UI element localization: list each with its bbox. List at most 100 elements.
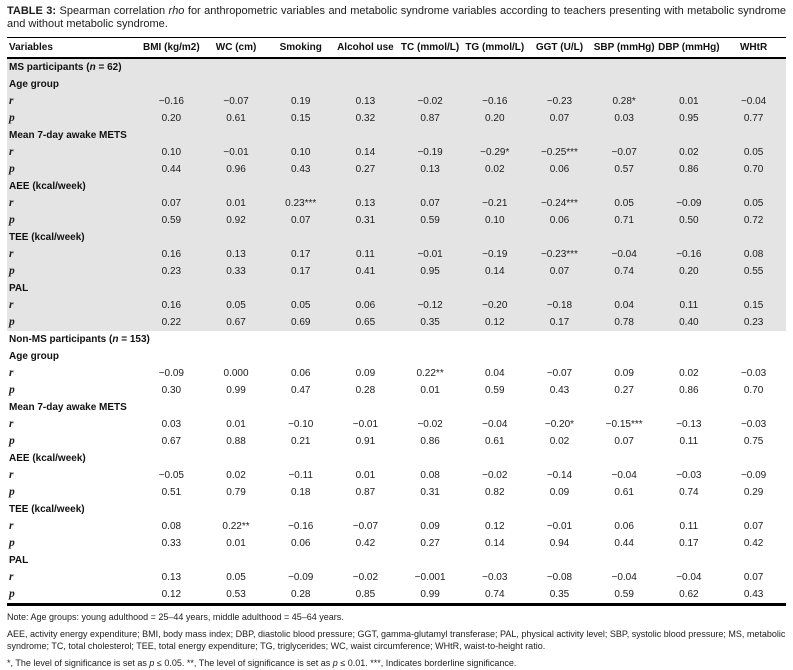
p-value-cell: 0.62 (679, 588, 699, 600)
table-notes: Note: Age groups: young adulthood = 25–4… (7, 612, 786, 670)
p-value-cell: 0.53 (226, 588, 246, 600)
p-row-label: p (7, 313, 139, 331)
p-value-cell: 0.17 (679, 537, 699, 549)
p-value-row: p 0.30 0.99 0.47 0.28 0.01 0.59 0.43 0.27 0.86 0.7… (7, 382, 786, 399)
r-value-cell: 0.02 (226, 469, 246, 481)
r-value-cell: 0.01 (226, 418, 246, 430)
r-value-cell: 0.05 (721, 143, 786, 161)
p-value-cell: 0.82 (485, 486, 505, 498)
p-value-cell: 0.96 (203, 160, 269, 178)
r-value-cell: 0.09 (420, 520, 440, 532)
r-value-cell: 0.16 (139, 245, 204, 263)
p-value-cell: 0.23 (139, 262, 204, 280)
p-value-cell: 0.30 (161, 384, 182, 396)
p-value-cell: 0.71 (591, 211, 657, 229)
variable-name-row: AEE (kcal/week) (7, 177, 786, 195)
r-value-cell: −0.04 (611, 571, 637, 583)
r-value-cell: −0.02 (482, 469, 508, 481)
section-header-row-ms-participants: MS participants (n = 62) (7, 57, 786, 76)
r-value-cell: −0.23 (527, 92, 592, 110)
p-value-cell: 0.40 (656, 313, 722, 331)
header-row: Variables BMI (kg/m2) WC (cm) Smoking Al… (7, 36, 786, 59)
r-value-cell: −0.01 (203, 143, 269, 161)
r-value-cell: −0.03 (676, 469, 702, 481)
r-value-cell: 0.04 (591, 296, 657, 314)
r-value-cell: 0.17 (268, 245, 334, 263)
r-value-cell: −0.16 (139, 92, 204, 110)
p-value-cell: 0.57 (591, 160, 657, 178)
p-value-cell: 0.67 (203, 313, 269, 331)
r-value-cell: −0.16 (462, 92, 528, 110)
r-value-row: r −0.09 0.000 0.06 0.09 0.22** 0.04 −0.07 0.09 0.… (7, 365, 786, 382)
r-row-label: r (7, 92, 139, 110)
r-value-cell: 0.01 (203, 194, 269, 212)
r-value-cell: −0.001 (414, 571, 446, 583)
r-value-cell: −0.16 (656, 245, 722, 263)
variable-name-row: Mean 7-day awake METS (7, 126, 786, 144)
variable-name-row: PAL (7, 552, 786, 569)
p-value-cell: 0.77 (721, 109, 786, 127)
r-value-cell: 0.05 (203, 296, 269, 314)
column-header-wc: WC (cm) (203, 36, 269, 59)
p-value-cell: 0.99 (420, 588, 440, 600)
r-value-cell: −0.25*** (527, 143, 592, 161)
p-value-cell: 0.18 (290, 486, 311, 498)
r-value-cell: −0.04 (611, 469, 637, 481)
p-value-cell: 0.07 (268, 211, 334, 229)
p-row-label: p (7, 211, 139, 229)
p-value-cell: 0.27 (614, 384, 634, 396)
p-value-row: p 0.22 0.67 0.69 0.65 0.35 0.12 0.17 0.78 0.40 0.2… (7, 313, 786, 331)
variable-name-row: TEE (kcal/week) (7, 228, 786, 246)
p-value-cell: 0.42 (743, 537, 764, 549)
p-value-cell: 0.47 (290, 384, 311, 396)
p-value-cell: 0.31 (420, 486, 440, 498)
p-value-cell: 0.17 (268, 262, 334, 280)
r-value-cell: 0.15 (721, 296, 786, 314)
variable-name-label: Age group (7, 75, 786, 93)
text-segment: = 153) (118, 333, 150, 345)
r-row-label: r (7, 143, 139, 161)
r-row-label: r (9, 418, 14, 431)
r-value-cell: 0.05 (268, 296, 334, 314)
p-row-label: p (7, 262, 139, 280)
r-row-label: r (9, 571, 14, 584)
p-value-cell: 0.61 (614, 486, 634, 498)
p-value-cell: 0.95 (397, 262, 463, 280)
r-value-cell: −0.19 (397, 143, 463, 161)
p-value-cell: 0.27 (333, 160, 398, 178)
p-value-row: p 0.33 0.01 0.06 0.42 0.27 0.14 0.94 0.44 0.17 0.4… (7, 535, 786, 552)
p-value-cell: 0.74 (591, 262, 657, 280)
text-segment: for anthropometric variables and metabol… (7, 5, 786, 31)
column-header-dbp: DBP (mmHg) (656, 36, 722, 59)
r-value-row: r 0.07 0.01 0.23*** 0.13 0.07 −0.21 −0.24*** 0.0… (7, 194, 786, 212)
p-value-row: p 0.44 0.96 0.43 0.27 0.13 0.02 0.06 0.57 0.86 0.7… (7, 160, 786, 178)
text-segment: n (89, 61, 96, 73)
p-value-cell: 0.86 (420, 435, 440, 447)
p-value-cell: 0.27 (420, 537, 440, 549)
r-value-cell: 0.09 (614, 367, 634, 379)
r-value-cell: −0.07 (352, 520, 379, 532)
p-value-cell: 0.44 (614, 537, 634, 549)
p-value-cell: 0.12 (161, 588, 182, 600)
p-row-label: p (9, 435, 15, 448)
p-value-cell: 0.12 (462, 313, 528, 331)
section-header-label: Non-MS participants (n = 153) (7, 331, 786, 348)
r-value-cell: 0.07 (743, 571, 764, 583)
p-value-row: p 0.59 0.92 0.07 0.31 0.59 0.10 0.06 0.71 0.50 0.7… (7, 211, 786, 229)
p-value-cell: 0.42 (355, 537, 376, 549)
r-value-cell: 0.08 (420, 469, 440, 481)
p-value-row: p 0.12 0.53 0.28 0.85 0.99 0.74 0.35 0.59 0.62 0.4… (7, 586, 786, 605)
p-row-label: p (7, 109, 139, 127)
p-value-cell: 0.11 (679, 435, 699, 447)
r-value-cell: −0.09 (158, 367, 184, 379)
r-value-cell: 0.07 (743, 520, 764, 532)
r-row-label: r (9, 469, 14, 482)
r-value-cell: 0.22** (222, 520, 250, 532)
p-value-cell: 0.55 (721, 262, 786, 280)
r-value-cell: 0.01 (656, 92, 722, 110)
p-value-row: p 0.20 0.61 0.15 0.32 0.87 0.20 0.07 0.03 0.95 0.7… (7, 109, 786, 127)
r-value-cell: 0.11 (679, 520, 699, 532)
p-value-cell: 0.13 (397, 160, 463, 178)
r-value-cell: 0.05 (226, 571, 246, 583)
